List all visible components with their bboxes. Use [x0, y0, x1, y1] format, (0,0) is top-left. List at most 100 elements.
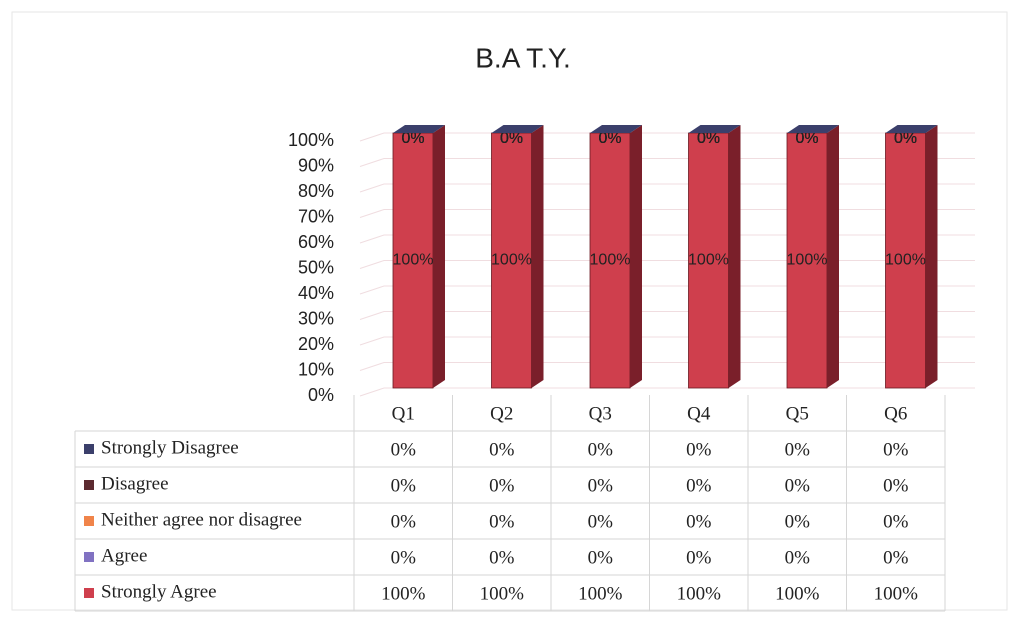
table-cell: 0% — [883, 547, 909, 568]
table-cell: 0% — [588, 511, 614, 532]
data-label: 0% — [795, 130, 818, 147]
x-tick-label: Q6 — [884, 403, 907, 424]
grid-line — [359, 311, 975, 320]
data-label: 0% — [401, 130, 424, 147]
table-cell: 0% — [785, 547, 811, 568]
data-label: 0% — [795, 130, 818, 147]
data-label: 100% — [590, 252, 631, 269]
data-label: 0% — [894, 130, 917, 147]
grid-line — [359, 183, 975, 193]
table-cell: 100% — [578, 583, 623, 604]
table-cell: 0% — [588, 439, 614, 460]
legend-label: Disagree — [101, 473, 169, 494]
data-label: 0% — [795, 130, 818, 147]
bar-segment — [786, 132, 828, 389]
table-cell: 0% — [785, 439, 811, 460]
table-cell: 0% — [785, 511, 811, 532]
data-label: 0% — [697, 130, 720, 147]
data-label: 0% — [401, 130, 424, 147]
bar-segment — [885, 132, 926, 389]
table-cell: 0% — [588, 475, 614, 496]
x-tick-label: Q1 — [392, 403, 415, 424]
x-tick-label: Q5 — [786, 403, 809, 424]
table-cell: 0% — [686, 511, 712, 532]
bar-top — [393, 125, 445, 133]
table-cell: 0% — [686, 547, 712, 568]
bar-side — [728, 125, 741, 388]
bar-segment — [491, 132, 532, 389]
table-cell: 100% — [480, 583, 525, 604]
table-cell: 100% — [677, 583, 722, 604]
data-label: 0% — [894, 130, 917, 147]
grid-line — [359, 387, 975, 397]
grid-line — [359, 234, 975, 244]
data-label: 0% — [401, 130, 424, 147]
x-tick-label: Q3 — [589, 403, 612, 424]
bar-side — [630, 125, 642, 388]
table-cell: 0% — [785, 475, 811, 496]
data-label: 100% — [787, 252, 828, 269]
data-label: 0% — [598, 130, 621, 147]
grid-line — [359, 158, 975, 167]
table-cell: 100% — [874, 583, 919, 604]
bar-side — [925, 125, 938, 388]
chart-title: B.A T.Y. — [475, 42, 570, 73]
bar-top — [590, 125, 642, 133]
y-tick-label: 60% — [298, 232, 334, 252]
data-label: 0% — [697, 130, 720, 147]
data-label: 100% — [885, 252, 926, 269]
y-tick-label: 0% — [308, 385, 334, 405]
legend-label: Strongly Disagree — [101, 437, 239, 458]
y-tick-label: 30% — [298, 308, 334, 328]
bar-top — [885, 125, 938, 133]
grid-line — [359, 209, 975, 218]
table-cell: 0% — [883, 475, 909, 496]
y-tick-label: 80% — [298, 181, 334, 201]
table-cell: 0% — [391, 475, 417, 496]
data-label: 0% — [598, 130, 621, 147]
legend-swatch — [84, 444, 94, 454]
table-cell: 0% — [489, 439, 515, 460]
legend-swatch — [84, 552, 94, 562]
y-tick-label: 10% — [298, 359, 334, 379]
grid-line — [359, 132, 975, 142]
table-cell: 0% — [391, 547, 417, 568]
grid-line — [359, 260, 975, 269]
data-label: 100% — [393, 252, 434, 269]
legend-swatch — [84, 480, 94, 490]
y-tick-label: 20% — [298, 334, 334, 354]
bar-top — [491, 125, 544, 133]
table-cell: 0% — [883, 439, 909, 460]
table-cell: 0% — [489, 475, 515, 496]
data-label: 0% — [500, 130, 523, 147]
table-cell: 0% — [489, 547, 515, 568]
data-label: 0% — [894, 130, 917, 147]
y-tick-label: 40% — [298, 283, 334, 303]
data-label: 100% — [688, 252, 729, 269]
legend-label: Neither agree nor disagree — [101, 509, 302, 530]
table-cell: 0% — [391, 511, 417, 532]
data-label: 0% — [697, 130, 720, 147]
table-cell: 0% — [686, 439, 712, 460]
data-label: 0% — [697, 130, 720, 147]
data-label: 0% — [598, 130, 621, 147]
table-cell: 0% — [391, 439, 417, 460]
bar-segment — [688, 132, 729, 389]
legend-swatch — [84, 516, 94, 526]
data-label: 0% — [500, 130, 523, 147]
grid-line — [359, 336, 975, 346]
data-label: 0% — [795, 130, 818, 147]
data-label: 0% — [598, 130, 621, 147]
bar-top — [688, 125, 741, 133]
y-tick-label: 50% — [298, 257, 334, 277]
y-tick-label: 70% — [298, 206, 334, 226]
legend-label: Agree — [101, 545, 147, 566]
bar-side — [433, 125, 445, 388]
bar-side — [531, 125, 544, 388]
grid-line — [359, 362, 975, 371]
table-cell: 0% — [489, 511, 515, 532]
table-cell: 0% — [686, 475, 712, 496]
grid-line — [359, 285, 975, 295]
